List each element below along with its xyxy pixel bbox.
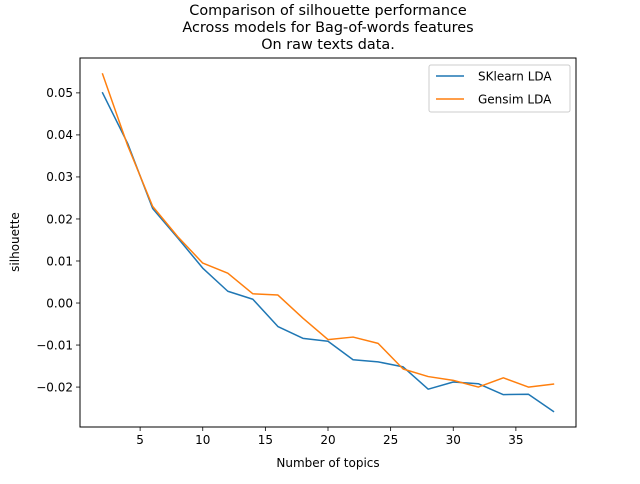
series-line-1 — [101, 91, 555, 413]
y-tick-label: −0.02 — [36, 380, 73, 394]
y-tick-label: 0.01 — [46, 254, 73, 268]
x-tick-label: 35 — [508, 433, 523, 447]
x-tick-label: 10 — [195, 433, 210, 447]
series-line-2 — [101, 73, 555, 388]
y-tick-label: 0.05 — [46, 86, 73, 100]
x-tick-label: 5 — [136, 433, 144, 447]
legend-label-2: Gensim LDA — [478, 93, 552, 107]
x-tick-label: 30 — [446, 433, 461, 447]
x-tick-label: 25 — [383, 433, 398, 447]
x-axis: 5 10 15 20 25 30 35 — [136, 427, 524, 447]
y-axis: −0.02 −0.01 0.00 0.01 0.02 0.03 0.04 0.05 — [36, 86, 80, 394]
x-tick-label: 20 — [320, 433, 335, 447]
legend: SKlearn LDA Gensim LDA — [428, 64, 571, 113]
y-tick-label: 0.03 — [46, 170, 73, 184]
x-axis-label: Number of topics — [276, 456, 379, 470]
plot-frame — [79, 57, 577, 428]
chart-title-line-1: Comparison of silhouette performance — [189, 3, 467, 19]
y-tick-label: 0.02 — [46, 212, 73, 226]
x-tick-label: 15 — [258, 433, 273, 447]
legend-label-1: SKlearn LDA — [478, 70, 552, 84]
y-axis-label: silhouette — [8, 212, 22, 272]
chart-title-line-2: Across models for Bag-of-words features — [182, 20, 473, 36]
y-tick-label: 0.04 — [46, 128, 73, 142]
legend-box — [428, 64, 571, 113]
chart-title-line-3: On raw texts data. — [261, 37, 395, 53]
y-tick-label: 0.00 — [46, 296, 73, 310]
plot-lines — [101, 73, 555, 413]
chart-title: Comparison of silhouette performance Acr… — [182, 3, 473, 53]
y-tick-label: −0.01 — [36, 338, 73, 352]
